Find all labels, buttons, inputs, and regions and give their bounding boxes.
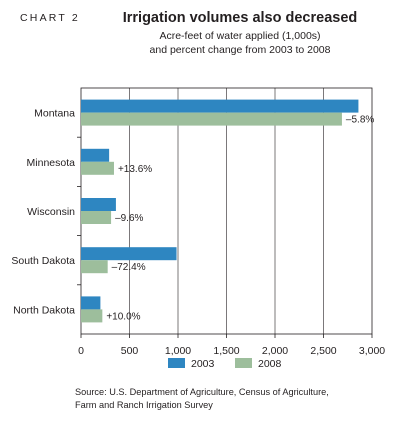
bar-2003: [81, 296, 101, 310]
legend-label-2003: 2003: [191, 358, 215, 370]
legend-swatch-2008: [235, 358, 252, 368]
percent-change-label: +13.6%: [118, 164, 152, 175]
percent-change-label: –72.4%: [112, 262, 146, 273]
chart-title: Irrigation volumes also decreased: [122, 10, 358, 26]
x-tick-label: 3,000: [359, 345, 385, 357]
category-label: Wisconsin: [27, 206, 75, 218]
x-tick-label: 1,500: [213, 345, 239, 357]
source-line-1: Source: U.S. Department of Agriculture, …: [75, 387, 329, 397]
subtitle-line-1: Acre-feet of water applied (1,000s): [159, 30, 321, 42]
source-note: Source: U.S. Department of Agriculture, …: [75, 386, 395, 411]
x-tick-label: 0: [78, 345, 84, 357]
percent-change-label: +10.0%: [106, 311, 140, 322]
bar-2003: [81, 247, 177, 261]
x-tick-label: 2,000: [262, 345, 288, 357]
bar-2003: [81, 148, 110, 162]
category-label: Minnesota: [27, 157, 76, 169]
bar-2008: [81, 260, 108, 274]
legend-label-2008: 2008: [258, 358, 282, 370]
bar-2008: [81, 211, 112, 224]
bar-2008: [81, 309, 103, 323]
bar-2008: [81, 161, 114, 175]
x-tick-label: 500: [121, 345, 139, 357]
chart-number-label: CHART 2: [20, 12, 80, 24]
chart-subtitle: Acre-feet of water applied (1,000s) and …: [0, 29, 410, 57]
x-tick-label: 1,000: [165, 345, 191, 357]
subtitle-line-2: and percent change from 2003 to 2008: [149, 44, 331, 56]
category-label: North Dakota: [13, 304, 75, 316]
bar-2008: [81, 112, 342, 126]
percent-change-label: –5.8%: [346, 115, 374, 126]
source-line-2: Farm and Ranch Irrigation Survey: [75, 399, 213, 410]
percent-change-label: –9.6%: [115, 213, 143, 224]
bar-2003: [81, 99, 359, 113]
category-label: Montana: [34, 108, 75, 120]
x-tick-label: 2,500: [310, 345, 336, 357]
legend-swatch-2003: [168, 358, 185, 368]
bar-2003: [81, 198, 116, 211]
category-label: South Dakota: [11, 255, 75, 267]
